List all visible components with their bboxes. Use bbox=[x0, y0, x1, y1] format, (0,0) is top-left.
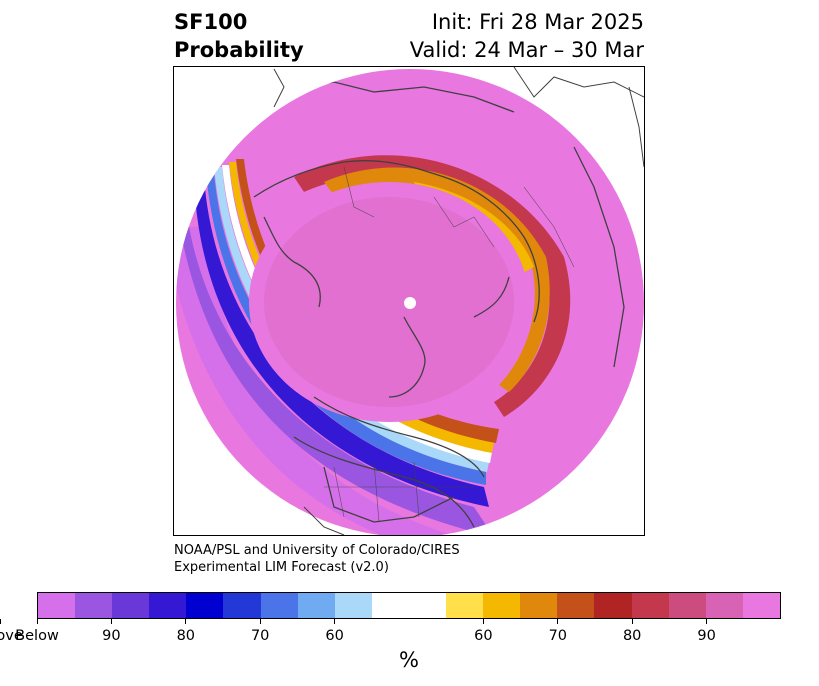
colorbar-segment bbox=[186, 593, 224, 618]
polar-map bbox=[176, 67, 644, 535]
colorbar-segment bbox=[557, 593, 595, 618]
pole-hole bbox=[404, 297, 416, 309]
land-outlines bbox=[253, 76, 625, 528]
colorbar-tickmark bbox=[557, 619, 559, 624]
colorbar-units: % bbox=[399, 648, 419, 672]
credit-line-1: NOAA/PSL and University of Colorado/CIRE… bbox=[174, 543, 460, 558]
colorbar-tickmark bbox=[334, 619, 336, 624]
above-80-arc-outer bbox=[294, 155, 571, 418]
colorbar-segment bbox=[112, 593, 150, 618]
colorbar-tickmark bbox=[185, 619, 187, 624]
below-80-band bbox=[194, 177, 489, 507]
init-date: Init: Fri 28 Mar 2025 bbox=[431, 10, 644, 34]
colorbar-segment bbox=[483, 593, 521, 618]
colorbar-tickmark bbox=[482, 619, 484, 624]
colorbar-tickmark bbox=[0, 619, 1, 624]
product-type: Probability bbox=[174, 38, 304, 62]
colorbar-tick-label: 60 bbox=[474, 628, 493, 644]
title-right: Init: Fri 28 Mar 2025 Valid: 24 Mar – 30… bbox=[410, 8, 644, 64]
colorbar-tickmark bbox=[631, 619, 633, 624]
colorbar bbox=[37, 592, 781, 619]
colorbar-segment bbox=[38, 593, 76, 618]
colorbar-tick-label: 90 bbox=[697, 628, 716, 644]
colorbar-segment bbox=[742, 593, 780, 618]
border-lines bbox=[324, 166, 575, 523]
colorbar-tick-label: 70 bbox=[548, 628, 568, 644]
colorbar-segment bbox=[446, 593, 484, 618]
outer-land-outlines bbox=[273, 67, 644, 535]
colorbar-segment bbox=[520, 593, 558, 618]
probability-field bbox=[176, 69, 644, 535]
colorbar-segment bbox=[631, 593, 669, 618]
colorbar-tick-label: Below bbox=[15, 628, 59, 644]
polar-inner-shade bbox=[264, 197, 514, 407]
colorbar-segment bbox=[705, 593, 743, 618]
colorbar-segment bbox=[668, 593, 706, 618]
colorbar-tickmark bbox=[110, 619, 112, 624]
valid-range: Valid: 24 Mar – 30 Mar bbox=[409, 38, 644, 62]
title-left: SF100 Probability bbox=[174, 8, 304, 64]
credit-block: NOAA/PSL and University of Colorado/CIRE… bbox=[174, 542, 460, 576]
colorbar-segment bbox=[334, 593, 372, 618]
colorbar-tick-label: 80 bbox=[622, 628, 642, 644]
colorbar-segment bbox=[260, 593, 298, 618]
colorbar-segment bbox=[371, 593, 447, 618]
map-panel bbox=[173, 66, 645, 536]
below-outer-band bbox=[176, 227, 494, 535]
colorbar-tick-label: 80 bbox=[176, 628, 196, 644]
colorbar-tickmark bbox=[706, 619, 708, 624]
colorbar-segment bbox=[594, 593, 632, 618]
colorbar-segment bbox=[297, 593, 335, 618]
polar-above-region bbox=[249, 182, 529, 422]
colorbar-segment bbox=[149, 593, 187, 618]
colorbar-tick-label: Above bbox=[0, 628, 23, 644]
credit-line-2: Experimental LIM Forecast (v2.0) bbox=[174, 560, 389, 575]
colorbar-segment bbox=[223, 593, 261, 618]
colorbar-tick-label: 60 bbox=[325, 628, 344, 644]
colorbar-tickmark bbox=[36, 619, 38, 624]
variable-name: SF100 bbox=[174, 10, 248, 34]
colorbar-tickmark bbox=[259, 619, 261, 624]
colorbar-tick-label: 70 bbox=[250, 628, 270, 644]
colorbar-segment bbox=[75, 593, 113, 618]
colorbar-tick-label: 90 bbox=[102, 628, 121, 644]
